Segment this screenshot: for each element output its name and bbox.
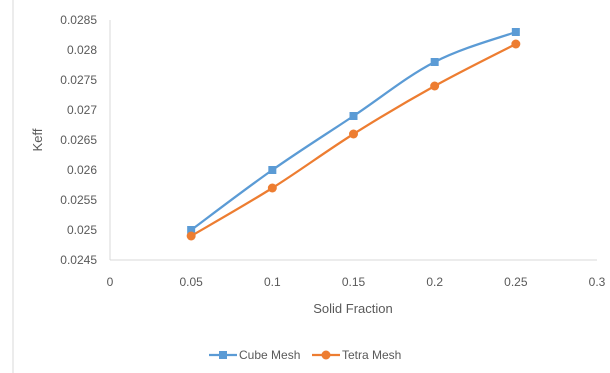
y-tick-label: 0.027 xyxy=(67,103,97,117)
y-tick-label: 0.028 xyxy=(67,43,97,57)
legend-tetra-mesh-marker xyxy=(321,350,331,360)
legend-cube-mesh-marker xyxy=(219,351,227,359)
cube-mesh-point xyxy=(349,112,358,120)
cube-mesh-point xyxy=(430,58,439,66)
tetra-mesh-point xyxy=(511,39,521,49)
cube-mesh-point xyxy=(187,226,196,234)
x-tick-label: 0.05 xyxy=(179,275,203,289)
y-tick-label: 0.0275 xyxy=(60,73,97,87)
x-axis-title: Solid Fraction xyxy=(313,301,392,316)
y-tick-label: 0.025 xyxy=(67,223,97,237)
x-tick-labels: 0 0.05 0.1 0.15 0.2 0.25 0.3 xyxy=(107,275,606,289)
y-tick-label: 0.0255 xyxy=(60,193,97,207)
x-tick-label: 0.2 xyxy=(426,275,443,289)
tetra-mesh-point xyxy=(349,129,358,139)
y-tick-label: 0.0245 xyxy=(60,253,97,267)
x-tick-label: 0 xyxy=(107,275,114,289)
x-tick-label: 0.15 xyxy=(342,275,366,289)
tetra-mesh-point xyxy=(186,231,196,241)
legend-tetra-mesh-label: Tetra Mesh xyxy=(342,348,401,362)
y-tick-label: 0.026 xyxy=(67,163,97,177)
y-axis-title: Keff xyxy=(30,128,45,151)
series-layer xyxy=(186,28,521,241)
cube-mesh-point xyxy=(268,166,277,174)
y-tick-labels: 0.0245 0.025 0.0255 0.026 0.0265 0.027 0.0275 0… xyxy=(60,13,97,267)
tetra-mesh-point xyxy=(430,81,440,91)
x-tick-label: 0.3 xyxy=(589,275,606,289)
legend-cube-mesh-label: Cube Mesh xyxy=(239,348,300,362)
x-tick-label: 0.1 xyxy=(264,275,281,289)
tetra-mesh-line xyxy=(190,43,517,237)
y-tick-label: 0.0285 xyxy=(60,13,97,27)
y-tick-label: 0.0265 xyxy=(60,133,97,147)
x-tick-label: 0.25 xyxy=(504,275,528,289)
cube-mesh-point xyxy=(511,28,520,36)
tetra-mesh-point xyxy=(267,183,277,193)
legend: Cube Mesh Tetra Mesh xyxy=(209,348,401,362)
